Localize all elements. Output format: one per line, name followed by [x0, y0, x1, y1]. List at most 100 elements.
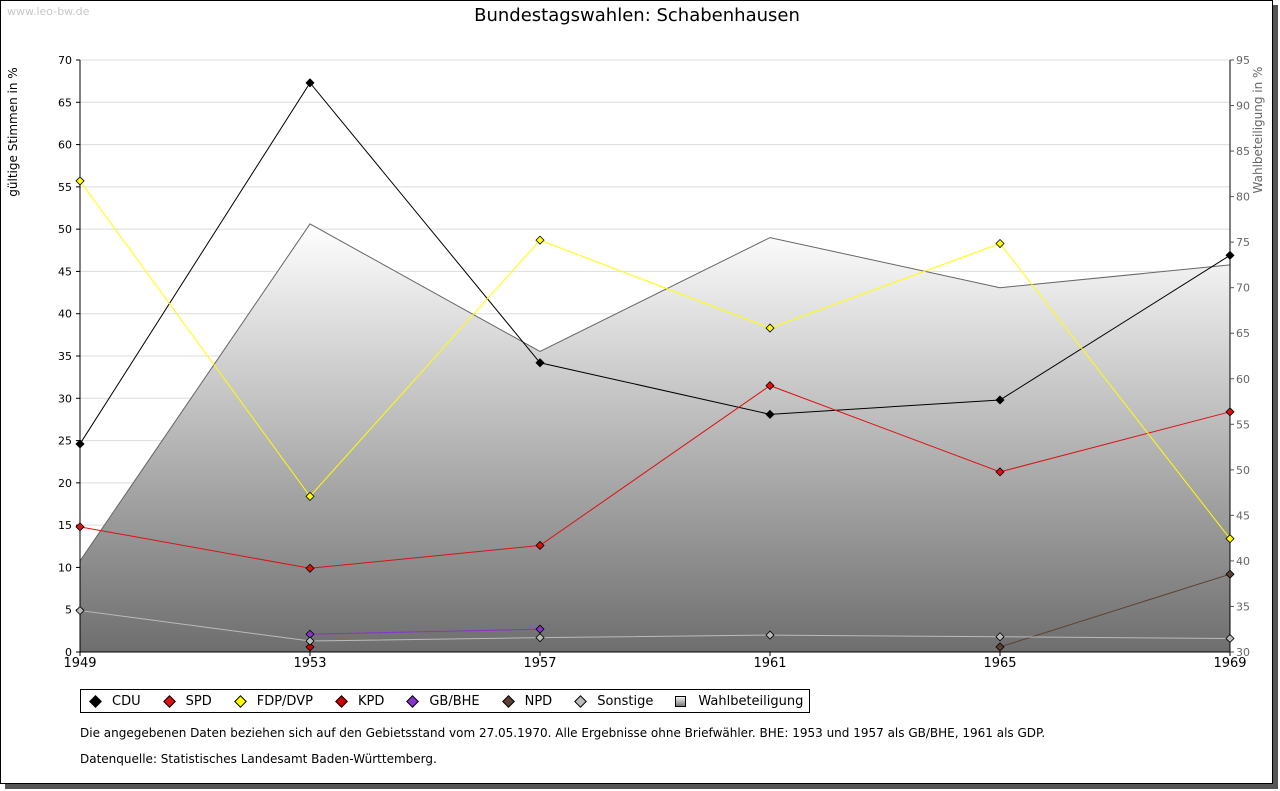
- series-line-sonstige: [79, 610, 1231, 642]
- point-sonstige-1953: [305, 636, 315, 646]
- legend-label-npd: NPD: [524, 693, 553, 709]
- legend-item-sonstige: Sonstige: [574, 694, 653, 709]
- legend: CDU SPD FDP/DVP KPD GB/BHE NPD Sonstige Wahlbet…: [80, 689, 811, 713]
- y2-tick-label-70: 70: [1236, 282, 1250, 295]
- point-fdp-dvp-1961: [765, 323, 775, 333]
- point-spd-1969: [1225, 407, 1235, 417]
- point-sonstige-1969: [1225, 633, 1235, 644]
- point-fdp-dvp-1957: [535, 235, 545, 245]
- y-tick-label-20: 20: [58, 477, 72, 490]
- y2-tick-label-95: 95: [1236, 54, 1250, 67]
- y-tick-label-70: 70: [58, 54, 72, 67]
- point-npd-1965: [995, 642, 1005, 652]
- series-line-fdp-dvp: [79, 180, 1231, 539]
- x-tick-label-1957: 1957: [523, 656, 556, 671]
- y2-tick-label-75: 75: [1236, 236, 1250, 249]
- x-tick-label-1969: 1969: [1213, 656, 1246, 671]
- point-fdp-dvp-1953: [305, 491, 315, 501]
- legend-marker-wahlbeteiligung: [675, 695, 687, 707]
- legend-item-fdp-dvp: FDP/DVP: [233, 693, 313, 709]
- point-fdp-dvp-1969: [1225, 534, 1235, 544]
- legend-marker-fdp-dvp: [233, 694, 247, 708]
- point-cdu-1953: [305, 78, 315, 88]
- chart-title: Bundestagswahlen: Schabenhausen: [474, 5, 800, 26]
- series-line-gb-bhe: [309, 628, 541, 635]
- legend-item-cdu: CDU: [89, 694, 141, 709]
- y2-tick-label-40: 40: [1236, 555, 1250, 568]
- point-cdu-1957: [535, 358, 545, 368]
- x-tick-label-1961: 1961: [753, 656, 786, 671]
- x-tick-label-1953: 1953: [293, 656, 326, 671]
- legend-label-spd: SPD: [185, 693, 212, 709]
- series-line-cdu: [79, 81, 1231, 445]
- legend-label-sonstige: Sonstige: [597, 693, 654, 709]
- y-tick-label-35: 35: [58, 350, 72, 363]
- point-sonstige-1949: [75, 605, 85, 616]
- legend-marker-cdu: [89, 694, 102, 708]
- y2-tick-label-85: 85: [1236, 145, 1250, 158]
- y2-tick-label-30: 30: [1236, 646, 1250, 659]
- note-gebietsstand: Die angegebenen Daten beziehen sich auf …: [80, 726, 1046, 740]
- y-tick-label-25: 25: [58, 435, 72, 448]
- legend-marker-spd: [162, 694, 176, 708]
- y2-tick-label-45: 45: [1236, 509, 1250, 522]
- point-fdp-dvp-1965: [995, 238, 1005, 249]
- y2-axis-label: Wahlbeteiligung in %: [1251, 67, 1265, 194]
- y-tick-label-10: 10: [58, 561, 72, 574]
- point-cdu-1961: [765, 409, 775, 419]
- legend-label-cdu: CDU: [112, 693, 141, 709]
- legend-item-kpd: KPD: [335, 694, 384, 709]
- y2-tick-label-80: 80: [1236, 191, 1250, 204]
- point-cdu-1949: [75, 439, 85, 449]
- y2-tick-label-60: 60: [1236, 373, 1250, 386]
- y-tick-label-30: 30: [58, 392, 72, 405]
- point-spd-1949: [75, 522, 85, 532]
- series-line-spd: [79, 385, 1231, 569]
- area-wahlbeteiligung-line: [79, 223, 1231, 562]
- legend-label-kpd: KPD: [357, 693, 385, 709]
- note-datenquelle: Datenquelle: Statistisches Landesamt Bad…: [80, 752, 437, 766]
- y-tick-label-40: 40: [58, 308, 72, 321]
- y2-tick-label-50: 50: [1236, 464, 1250, 477]
- y-tick-label-60: 60: [58, 139, 72, 152]
- legend-item-gb-bhe: GB/BHE: [406, 693, 480, 709]
- legend-marker-npd: [501, 694, 515, 708]
- y-tick-label-55: 55: [58, 181, 72, 194]
- legend-marker-kpd: [335, 694, 348, 708]
- watermark: www.leo-bw.de: [7, 5, 90, 18]
- legend-item-npd: NPD: [501, 693, 553, 709]
- y-tick-label-50: 50: [58, 223, 72, 236]
- point-spd-1965: [995, 467, 1005, 477]
- point-cdu-1969: [1225, 250, 1235, 260]
- y2-tick-label-55: 55: [1236, 418, 1250, 431]
- x-tick-label-1949: 1949: [63, 656, 96, 671]
- point-spd-1953: [305, 563, 315, 573]
- y-tick-label-65: 65: [58, 96, 72, 109]
- point-sonstige-1957: [535, 633, 545, 643]
- y-tick-label-5: 5: [65, 604, 72, 617]
- x-tick-label-1965: 1965: [983, 656, 1016, 671]
- point-sonstige-1961: [765, 630, 775, 640]
- point-fdp-dvp-1949: [75, 176, 85, 186]
- legend-item-spd: SPD: [162, 693, 212, 709]
- area-wahlbeteiligung: [80, 223, 1230, 652]
- legend-item-wahlbeteiligung: Wahlbeteiligung: [675, 694, 803, 709]
- point-sonstige-1965: [995, 632, 1005, 642]
- y2-tick-label-65: 65: [1236, 327, 1250, 340]
- y-axis-label: gültige Stimmen in %: [6, 67, 20, 196]
- point-npd-1969: [1225, 569, 1235, 579]
- legend-marker-sonstige: [574, 694, 588, 708]
- series-line-npd: [999, 573, 1231, 648]
- legend-label-wahlbeteiligung: Wahlbeteiligung: [698, 693, 804, 709]
- legend-label-fdp-dvp: FDP/DVP: [256, 693, 313, 709]
- y-tick-label-15: 15: [58, 519, 72, 532]
- point-kpd-1953: [305, 642, 315, 652]
- legend-label-gb-bhe: GB/BHE: [429, 693, 480, 709]
- y2-tick-label-90: 90: [1236, 100, 1250, 113]
- y-tick-label-0: 0: [65, 646, 72, 659]
- legend-marker-gb-bhe: [406, 694, 420, 708]
- point-spd-1961: [765, 381, 775, 391]
- y2-tick-label-35: 35: [1236, 600, 1250, 613]
- point-spd-1957: [535, 540, 545, 551]
